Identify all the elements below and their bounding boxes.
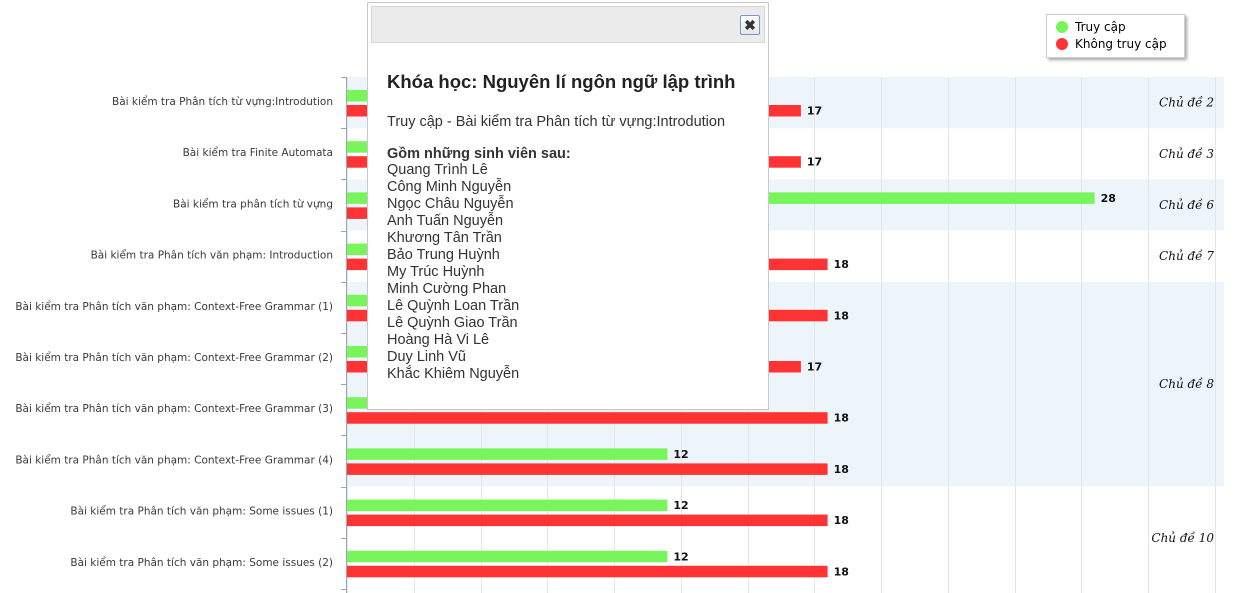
group-label: Chủ đề 8 (1159, 376, 1214, 391)
bar-truy-cap[interactable] (347, 499, 668, 512)
student-list-item: Hoàng Hà Vi Lê (387, 332, 490, 348)
category-label: Bài kiểm tra Phân tích văn phạm: Introdu… (91, 249, 333, 262)
student-list-item: Lê Quỳnh Loan Trần (387, 298, 520, 314)
student-list-item: Duy Linh Vũ (387, 349, 466, 365)
legend-item-khong-truy-cap[interactable]: Không truy cập (1056, 37, 1167, 51)
bar-truy-cap[interactable] (347, 448, 668, 460)
bar-khong-truy-cap[interactable] (347, 412, 828, 424)
category-label: Bài kiểm tra phân tích từ vựng (173, 197, 333, 210)
category-label: Bài kiểm tra Phân tích văn phạm: Context… (15, 300, 333, 313)
bar-value-label: 18 (834, 514, 849, 527)
dialog-titlebar[interactable]: ✖ (371, 6, 765, 43)
bar-value-label: 12 (673, 550, 688, 563)
student-list-dialog: ✖ Khóa học: Nguyên lí ngôn ngữ lập trình… (367, 2, 769, 410)
close-icon[interactable]: ✖ (740, 15, 760, 35)
category-label: Bài kiểm tra Phân tích văn phạm: Context… (15, 351, 333, 364)
student-list-item: Anh Tuấn Nguyễn (387, 213, 504, 229)
student-list-heading: Gồm những sinh viên sau: (387, 146, 571, 162)
dialog-subtitle: Truy cập - Bài kiểm tra Phân tích từ vựn… (387, 114, 726, 130)
student-list-item: Khương Tân Trần (387, 230, 502, 246)
group-label: Chủ đề 6 (1159, 197, 1214, 212)
category-label: Bài kiểm tra Finite Automata (183, 146, 333, 159)
legend-swatch-red (1056, 38, 1068, 50)
bar-value-label: 17 (807, 105, 822, 118)
bar-value-label: 12 (673, 448, 688, 461)
legend-label: Truy cập (1075, 20, 1126, 34)
student-list: Quang Trình Lê Công Minh Nguyễn Ngọc Châu … (387, 162, 757, 383)
bar-khong-truy-cap[interactable] (347, 565, 828, 578)
bar-value-label: 18 (834, 258, 849, 271)
student-list-item: My Trúc Huỳnh (387, 264, 485, 280)
student-list-item: Quang Trình Lê (387, 162, 488, 178)
category-label: Bài kiểm tra Phân tích văn phạm: Some is… (70, 556, 333, 569)
bar-value-label: 18 (834, 463, 849, 476)
group-label: Chủ đề 10 (1151, 530, 1214, 545)
student-list-item: Khắc Khiêm Nguyễn (387, 366, 520, 382)
legend-label: Không truy cập (1075, 37, 1167, 51)
student-list-item: Công Minh Nguyễn (387, 179, 512, 195)
dialog-body: Khóa học: Nguyên lí ngôn ngữ lập trình T… (387, 71, 757, 383)
bar-value-label: 12 (673, 499, 688, 512)
group-label: Chủ đề 7 (1159, 248, 1214, 263)
student-list-item: Ngọc Châu Nguyễn (387, 196, 514, 212)
category-label: Bài kiểm tra Phân tích văn phạm: Context… (15, 402, 333, 415)
group-label: Chủ đề 2 (1159, 95, 1214, 110)
bar-value-label: 18 (834, 412, 849, 425)
bar-value-label: 18 (834, 565, 849, 578)
group-label: Chủ đề 3 (1159, 146, 1214, 161)
course-title: Khóa học: Nguyên lí ngôn ngữ lập trình (387, 71, 736, 92)
bar-value-label: 17 (807, 361, 822, 374)
category-label: Bài kiểm tra Phân tích từ vựng:Introduti… (112, 95, 333, 108)
bar-khong-truy-cap[interactable] (347, 463, 828, 475)
category-label: Bài kiểm tra Phân tích văn phạm: Context… (15, 453, 333, 466)
bar-truy-cap[interactable] (347, 550, 668, 563)
legend-item-truy-cap[interactable]: Truy cập (1056, 20, 1126, 34)
bar-khong-truy-cap[interactable] (347, 514, 828, 527)
bar-value-label: 17 (807, 156, 822, 169)
student-list-item: Lê Quỳnh Giao Trần (387, 315, 518, 331)
category-label: Bài kiểm tra Phân tích văn phạm: Some is… (70, 505, 333, 518)
legend-swatch-green (1056, 21, 1068, 33)
bar-value-label: 18 (834, 309, 849, 322)
bar-value-label: 28 (1101, 192, 1116, 205)
student-list-item: Minh Cường Phan (387, 281, 507, 297)
student-list-item: Bảo Trung Huỳnh (387, 247, 500, 263)
chart-legend: Truy cập Không truy cập (1046, 14, 1185, 58)
